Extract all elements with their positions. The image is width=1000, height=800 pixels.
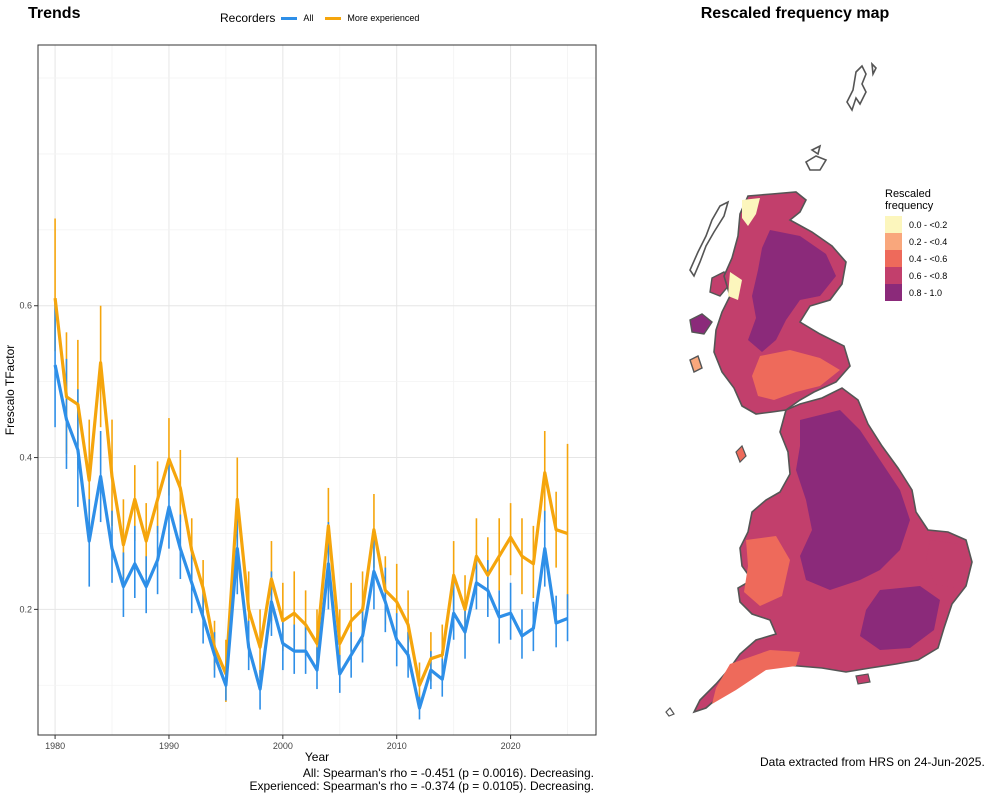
y-axis-label: Frescalo TFactor (3, 345, 17, 435)
stats-experienced: Experienced: Spearman's rho = -0.374 (p … (249, 779, 595, 793)
map-legend: Rescaled frequency 0.0 - <0.2 0.2 - <0.4… (885, 188, 947, 301)
map-legend-title-line1: Rescaled (885, 188, 931, 200)
x-tick-label: 2000 (273, 741, 293, 751)
map-outer-hebrides (689, 200, 730, 278)
spearman-stats: All: Spearman's rho = -0.451 (p = 0.0016… (250, 767, 595, 793)
x-tick-label: 1980 (45, 741, 65, 751)
map-legend-label: 0.6 - <0.8 (909, 270, 948, 281)
x-tick-label: 1990 (159, 741, 179, 751)
map-islay (689, 355, 703, 373)
map-title-text: Rescaled frequency map (700, 5, 890, 22)
map-legend-swatch (885, 267, 902, 284)
map-england-high (796, 410, 910, 590)
map-legend-item: 0.2 - <0.4 (885, 233, 947, 250)
legend-swatch-all (281, 16, 298, 20)
map-wales-mid (744, 536, 790, 606)
series-line-experienced (53, 298, 569, 687)
map-legend-swatch (885, 233, 902, 250)
legend-label-all: All (303, 13, 314, 23)
x-tick-label: 2010 (387, 741, 407, 751)
map-legend-label: 0.2 - <0.4 (909, 236, 948, 247)
map-legend-item: 0.0 - <0.2 (885, 216, 947, 233)
x-axis-label: Year (305, 750, 329, 764)
map-orkney (804, 144, 828, 171)
map-england-se (860, 586, 940, 650)
y-tick-label: 0.4 (19, 453, 32, 463)
map-isle-of-wight (855, 673, 871, 685)
error-bars-layer (54, 218, 569, 720)
series-lines-layer (53, 298, 569, 710)
plot-panel-border (37, 44, 597, 736)
trends-title: Trends (28, 5, 81, 22)
map-scilly (665, 707, 675, 717)
map-legend-label: 0.4 - <0.6 (909, 253, 948, 264)
legend-label-experienced: More experienced (347, 13, 420, 23)
y-tick-label: 0.2 (19, 604, 32, 614)
gb-map (665, 61, 973, 717)
map-mull (689, 313, 713, 335)
map-legend-item: 0.6 - <0.8 (885, 267, 947, 284)
map-title: Rescaled frequency map (0, 5, 1000, 23)
chart-legend: Recorders All More experienced (220, 11, 419, 25)
map-legend-swatch (885, 216, 902, 233)
map-southwest-mid (712, 650, 800, 704)
axis-layer: 1980 1990 2000 2010 2020 0.2 0.4 0.6 (19, 301, 520, 751)
map-scotland-mid (752, 350, 840, 400)
map-shetland (846, 61, 877, 112)
map-scotland-low (728, 198, 760, 300)
x-tick-label: 2020 (501, 741, 521, 751)
legend-swatch-experienced (325, 16, 342, 20)
y-tick-label: 0.6 (19, 301, 32, 311)
extraction-note: Data extracted from HRS on 24-Jun-2025. (760, 755, 985, 769)
map-legend-swatch (885, 284, 902, 301)
map-east-anglia (926, 540, 968, 588)
map-legend-label: 0.8 - 1.0 (909, 287, 943, 298)
map-legend-item: 0.4 - <0.6 (885, 250, 947, 267)
map-scotland-high (748, 230, 836, 352)
map-legend-swatch (885, 250, 902, 267)
map-legend-label: 0.0 - <0.2 (909, 219, 948, 230)
series-line-all (53, 364, 569, 710)
legend-title: Recorders (220, 11, 276, 25)
stats-all: All: Spearman's rho = -0.451 (p = 0.0016… (302, 766, 594, 780)
map-isle-of-man (735, 444, 747, 464)
map-legend-title-line2: frequency (885, 200, 934, 212)
map-legend-item: 0.8 - 1.0 (885, 284, 947, 301)
